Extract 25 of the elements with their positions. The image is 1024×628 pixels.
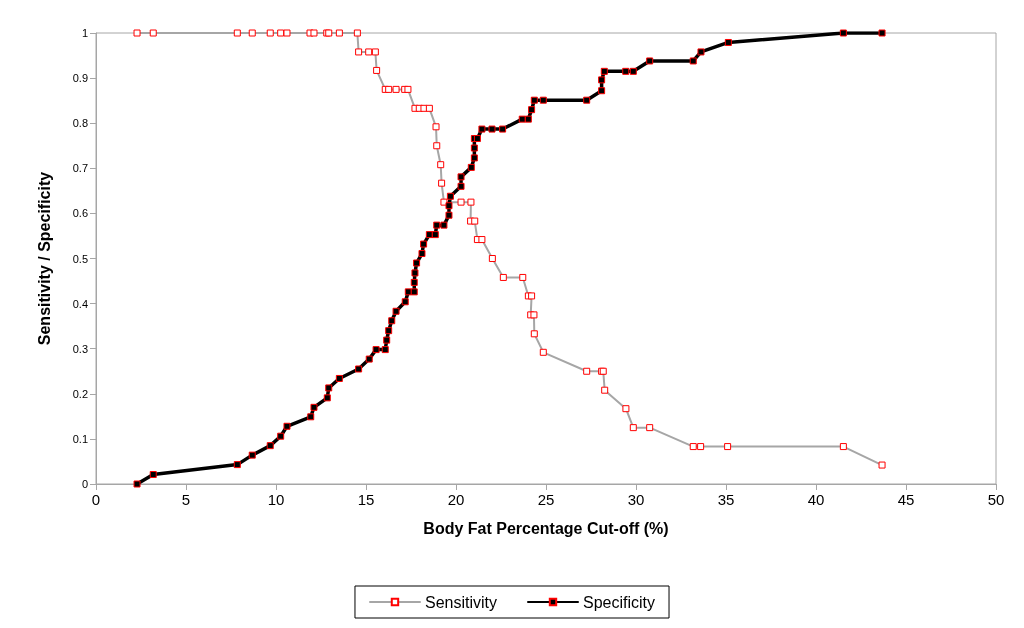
y-tick-label: 0.2: [72, 387, 88, 400]
x-tick-label: 40: [807, 491, 825, 508]
y-axis-title: Sensitivity / Specificity: [35, 171, 53, 346]
y-tick-label: 0.9: [72, 72, 88, 85]
x-tick-label: 25: [537, 491, 555, 508]
y-tick-label: 0.6: [72, 207, 88, 220]
x-tick-label: 20: [447, 491, 465, 508]
x-tick-label: 10: [267, 491, 285, 508]
x-tick-label: 50: [987, 491, 1005, 508]
x-axis-title: Body Fat Percentage Cut-off (%): [423, 519, 669, 537]
y-tick-label: 0.3: [72, 342, 88, 355]
x-tick-label: 45: [897, 491, 915, 508]
legend-label: Sensitivity: [424, 593, 498, 611]
y-tick-label: 0.1: [72, 432, 88, 445]
x-tick-label: 15: [357, 491, 375, 508]
y-tick-label: 0.7: [72, 162, 88, 175]
y-tick-label: 0: [81, 478, 88, 490]
y-tick-label: 0.8: [72, 117, 88, 130]
y-tick-label: 0.5: [72, 252, 88, 265]
x-tick-label: 35: [717, 491, 735, 508]
x-tick-label: 30: [627, 491, 645, 508]
legend-label: Specificity: [583, 593, 656, 611]
y-tick-label: 1: [81, 27, 88, 39]
x-tick-label: 5: [181, 491, 191, 508]
y-tick-label: 0.4: [72, 297, 88, 310]
